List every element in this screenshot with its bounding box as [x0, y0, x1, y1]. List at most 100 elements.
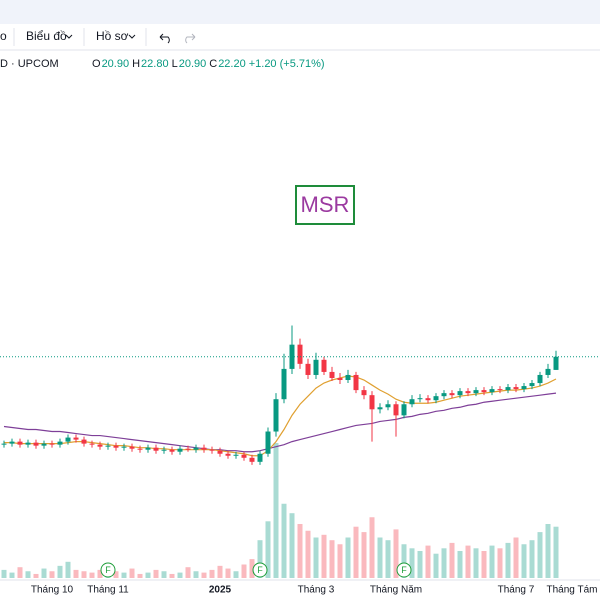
candle-body: [121, 446, 127, 448]
x-tick-label: Tháng 3: [298, 585, 335, 596]
event-label: F: [257, 565, 263, 575]
volume-bar: [57, 565, 63, 578]
candle-body: [113, 445, 119, 448]
undo-button[interactable]: [159, 33, 170, 44]
chevron: [128, 34, 136, 39]
volume-bar: [1, 569, 7, 578]
candle-body: [441, 393, 447, 397]
x-tick-label: Tháng 10: [31, 585, 74, 596]
volume-bar: [281, 503, 287, 578]
candle-body: [129, 446, 135, 449]
volume-bar: [497, 548, 503, 578]
candle-body: [305, 363, 311, 375]
candle-body: [537, 374, 543, 384]
ohlc-value: 20.90: [102, 58, 130, 70]
candle-body: [137, 448, 143, 450]
candle-body: [41, 443, 47, 446]
volume-bar: [233, 571, 239, 578]
volume-bar: [225, 568, 231, 578]
volume-bar: [209, 569, 215, 578]
ohlc-value: 20.90: [179, 58, 207, 70]
ohlc-label: H: [132, 58, 140, 70]
volume-bar: [153, 569, 159, 578]
candle-body: [281, 368, 287, 400]
volume-bar: [33, 573, 39, 578]
volume-bar: [473, 548, 479, 578]
volume-bar: [481, 551, 487, 578]
candle-body: [145, 447, 151, 450]
volume-bar: [121, 572, 127, 578]
candle-body: [201, 447, 207, 450]
candle-body: [161, 449, 167, 451]
candle-body: [497, 389, 503, 391]
candle-body: [489, 389, 495, 393]
volume-bar: [169, 573, 175, 578]
x-tick-label: Tháng Năm: [370, 585, 422, 596]
volume-bar: [137, 573, 143, 578]
volume-bar: [321, 534, 327, 578]
profile-menu[interactable]: Hồ sơ: [96, 29, 129, 43]
volume-bar: [553, 526, 559, 578]
ohlc-legend: O 20.90 H 22.80 L 20.90 C 22.20 +1.20 (+5.71%): [92, 58, 325, 70]
toolbar: [0, 24, 600, 50]
candle-body: [81, 439, 87, 444]
redo-button[interactable]: [185, 33, 196, 44]
volume-bar: [177, 572, 183, 578]
candle-body: [465, 391, 471, 394]
candle-body: [505, 387, 511, 391]
event-marker: [396, 562, 412, 578]
candle-body: [337, 377, 343, 381]
indicator-line: [3, 392, 557, 453]
candle-body: [177, 448, 183, 452]
volume-bar: [361, 532, 367, 578]
candle-body: [345, 374, 351, 381]
candle-body: [73, 437, 79, 440]
candle-body: [265, 431, 271, 454]
volume-bar: [81, 571, 87, 578]
volume-bar: [257, 540, 263, 578]
candle-body: [241, 454, 247, 458]
volume-bar: [329, 540, 335, 578]
candle-body: [9, 441, 15, 444]
volume-bar: [313, 537, 319, 578]
volume-bar: [297, 524, 303, 578]
volume-bar: [529, 540, 535, 578]
candle-body: [433, 396, 439, 401]
annotation-box: [295, 185, 355, 225]
volume-bar: [353, 526, 359, 578]
candle-body: [249, 457, 255, 462]
volume-bar: [521, 544, 527, 578]
candle-body: [377, 407, 383, 410]
chart-menu[interactable]: Biểu đồ: [26, 29, 67, 43]
volume-bar: [345, 537, 351, 578]
volume-bar: [377, 537, 383, 578]
volume-bar: [489, 545, 495, 578]
candle-body: [25, 442, 31, 445]
candle-body: [49, 443, 55, 445]
volume-bar: [537, 532, 543, 578]
ohlc-value: 22.80: [141, 58, 169, 70]
volume-bar: [513, 537, 519, 578]
x-tick-label: Tháng Tám: [547, 585, 598, 596]
candle-body: [457, 391, 463, 396]
candle-body: [401, 404, 407, 416]
volume-bar: [393, 529, 399, 578]
candle-body: [545, 368, 551, 375]
ohlc-change: +1.20 (+5.71%): [249, 58, 325, 70]
volume-bar: [49, 571, 55, 578]
event-label: F: [401, 565, 407, 575]
toolbar-cut-text: o: [0, 29, 7, 43]
candle-body: [353, 374, 359, 391]
candle-body: [369, 395, 375, 410]
annotation-text: MSR: [301, 192, 350, 217]
volume-bar: [9, 572, 15, 578]
candle-body: [417, 398, 423, 400]
x-tick-label: Tháng 11: [87, 585, 129, 596]
volume-bar: [433, 553, 439, 578]
x-tick-label: 2025: [209, 585, 232, 596]
indicator-line: [4, 375, 557, 457]
candle-body: [209, 449, 215, 451]
candle-body: [233, 454, 239, 456]
candle-body: [97, 444, 103, 447]
